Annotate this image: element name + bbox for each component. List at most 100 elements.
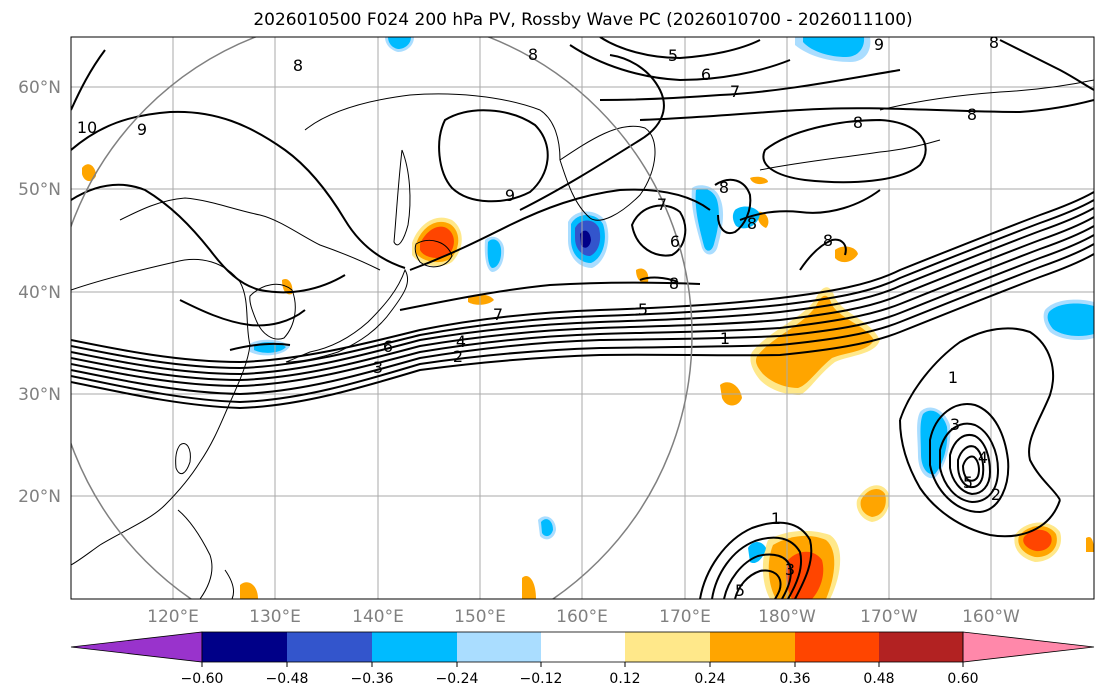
positive-anomaly-region: [785, 551, 824, 599]
contour-label: 8: [967, 105, 977, 124]
pv-contour-8: [71, 183, 346, 294]
colorbar: −0.60 −0.48 −0.36 −0.24 −0.12 0.12 0.24 …: [70, 631, 1095, 687]
colorbar-segment: [541, 632, 625, 662]
pv-contour-8e: [799, 238, 847, 271]
contour-label: 3: [950, 415, 960, 434]
contour-label: 3: [785, 560, 795, 579]
negative-anomaly-region: [487, 239, 502, 268]
lat-label: 60°N: [18, 78, 61, 98]
arctic-contour-7: [599, 69, 901, 101]
positive-anomaly-region: [1023, 529, 1052, 552]
latitude-labels: 60°N 50°N 40°N 30°N 20°N: [18, 78, 61, 507]
colorbar-right-extension: [962, 631, 1095, 663]
korea-coastline: [249, 283, 296, 340]
jet-contour: [71, 216, 1094, 382]
contour-label: 8: [719, 178, 729, 197]
japan-coastline: [285, 268, 409, 363]
contour-label: 2: [453, 347, 463, 366]
pv-contours: [71, 37, 1094, 599]
contour-label: 8: [823, 231, 833, 250]
jet-contour: [71, 253, 1094, 410]
colorbar-segment: [625, 632, 710, 662]
positive-anomaly-region: [1086, 536, 1094, 552]
hawaii-ring-2: [929, 403, 1010, 514]
okhotsk-closed-contour: [438, 109, 549, 203]
positive-anomaly-region: [835, 246, 858, 263]
positive-anomaly-region: [522, 576, 536, 599]
contour-label: 10: [77, 118, 97, 137]
colorbar-left-extension: [70, 631, 203, 663]
hawaii-ring-5: [957, 445, 985, 489]
colorbar-segment: [202, 632, 287, 662]
negative-anomaly-region: [580, 230, 591, 248]
positive-anomaly-region: [82, 164, 96, 182]
colorbar-tick-label: 0.12: [609, 671, 640, 687]
contour-label: 1: [720, 329, 730, 348]
arctic-contour-5: [599, 37, 761, 60]
contour-label: 3: [373, 358, 383, 377]
contour-label: 5: [963, 473, 973, 492]
jet-contour: [71, 225, 1094, 388]
kamchatka-coastline: [559, 125, 656, 221]
pv-contour-9c: [739, 189, 881, 221]
contour-label: 4: [456, 332, 466, 351]
contour-label: 9: [874, 35, 884, 54]
pv-contour-6b: [229, 342, 291, 351]
contour-label: 1: [948, 368, 958, 387]
contour-labels: 5 6 7 8 8 9 10 9 8 7 6 8 8 8 5 7 1 2 3 4…: [77, 35, 1001, 600]
pv-contour-10b: [999, 39, 1094, 91]
contour-label: 1: [771, 509, 781, 528]
contour-label: 8: [293, 56, 303, 75]
jet-contour: [71, 234, 1094, 396]
colorbar-tick-label: −0.36: [351, 671, 394, 687]
lon-label: 150°E: [454, 607, 506, 627]
lat-lon-grid: [71, 37, 1094, 599]
contour-label: 5: [735, 581, 745, 600]
closed-contour-7: [630, 204, 687, 257]
contour-label: 7: [657, 195, 667, 214]
positive-anomaly-region: [468, 294, 494, 305]
south-ring-2: [711, 536, 802, 599]
hawaii-ring-4: [949, 434, 992, 496]
contour-label: 7: [730, 82, 740, 101]
taiwan-coastline: [175, 443, 191, 475]
contour-label: 7: [493, 305, 503, 324]
map-frame: [70, 36, 1095, 600]
sakhalin-coastline: [393, 149, 411, 246]
positive-anomaly-region: [420, 226, 454, 258]
alaska-coastline: [879, 79, 1094, 111]
colorbar-segment: [710, 632, 795, 662]
lon-label: 130°E: [249, 607, 301, 627]
lat-label: 30°N: [18, 385, 61, 405]
colorbar-tick-label: 0.24: [694, 671, 725, 687]
contour-label: 9: [137, 120, 147, 139]
colorbar-tick-label: −0.12: [520, 671, 563, 687]
contour-label: 5: [638, 300, 648, 319]
pv-contour-8f: [639, 276, 679, 283]
colorbar-tick-label: −0.24: [436, 671, 479, 687]
lon-label: 140°E: [352, 607, 404, 627]
colorbar-segment: [287, 632, 372, 662]
contour-label: 9: [505, 186, 515, 205]
positive-anomaly-region: [240, 582, 258, 599]
longitude-labels: 120°E 130°E 140°E 150°E 160°E 170°E 180°…: [147, 607, 1020, 627]
okhotsk-coastline: [304, 93, 561, 161]
pv-contour-7: [399, 281, 701, 311]
south-ring-1: [699, 521, 813, 599]
arctic-contour-6: [569, 44, 791, 82]
contour-label: 8: [528, 45, 538, 64]
range-circle: [71, 37, 693, 599]
closed-contour-8d: [762, 118, 927, 184]
colorbar-outline: [201, 631, 964, 663]
lon-label: 170°E: [659, 607, 711, 627]
colorbar-tick-label: 0.36: [779, 671, 810, 687]
colorbar-tick-label: 0.60: [947, 671, 978, 687]
colorbar-tick-label: −0.48: [266, 671, 309, 687]
lon-label: 170°W: [860, 607, 918, 627]
contour-label: 8: [669, 274, 679, 293]
colorbar-segment: [457, 632, 541, 662]
pv-contour-8b: [179, 299, 306, 327]
jet-contour: [71, 243, 1094, 404]
colorbar-tick-label: −0.60: [181, 671, 224, 687]
